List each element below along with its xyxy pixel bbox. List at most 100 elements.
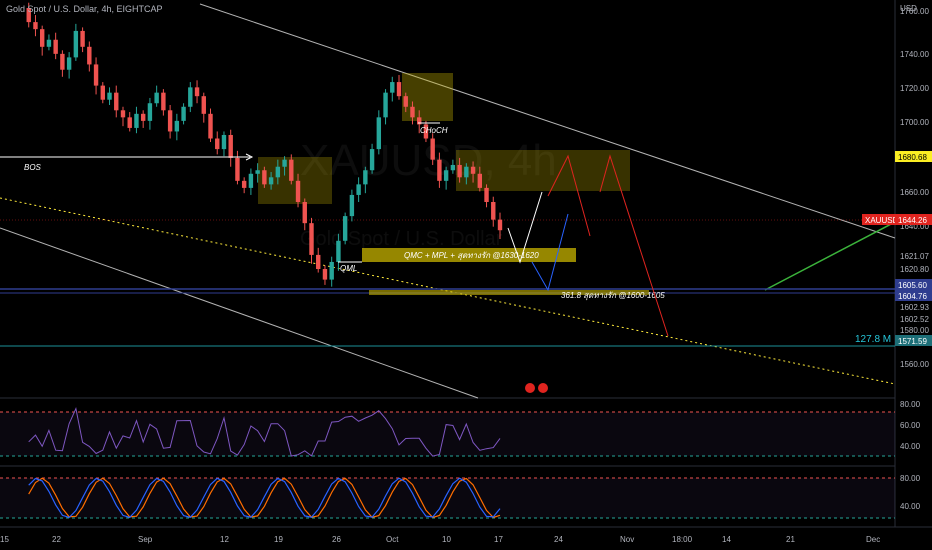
candle <box>417 117 422 125</box>
price-tick-label: 1660.00 <box>900 188 929 197</box>
time-tick-label: Sep <box>138 535 153 544</box>
candle <box>410 106 415 118</box>
candle <box>275 166 281 178</box>
zone-fib <box>369 290 649 295</box>
candle <box>457 164 462 178</box>
tag-xau-name-bg <box>862 214 895 225</box>
candle <box>403 96 408 107</box>
volume-label: 127.8 M <box>855 334 891 345</box>
candle <box>268 177 274 185</box>
candle <box>147 103 153 121</box>
candle <box>53 39 58 54</box>
candle <box>491 202 496 220</box>
candle <box>390 82 395 93</box>
candle <box>369 149 375 171</box>
candle <box>221 134 227 150</box>
trendline-lower <box>0 227 479 399</box>
time-tick-label: 26 <box>332 535 341 544</box>
candle <box>127 117 132 128</box>
candle <box>470 166 476 174</box>
fib-label: 361.8 สุดทางรัก @1600-1605 <box>561 291 665 301</box>
candle <box>248 173 254 188</box>
candle <box>161 92 166 111</box>
symbol-title[interactable]: Gold Spot / U.S. Dollar, 4h, EIGHTCAP <box>6 4 163 14</box>
rsi-tick-label: 60.00 <box>900 421 921 430</box>
zone-top <box>402 73 453 121</box>
candle <box>396 82 402 97</box>
price-tick-label: 1620.80 <box>900 265 929 274</box>
scenario-white-path <box>507 191 543 264</box>
candle <box>93 64 99 86</box>
time-tick-label: 17 <box>494 535 503 544</box>
candle <box>423 124 429 139</box>
candle <box>188 87 193 107</box>
scenario-red-path-1 <box>547 154 591 237</box>
candle <box>140 113 146 121</box>
candle <box>215 138 220 150</box>
rsi-tick-label: 40.00 <box>900 442 921 451</box>
candle <box>154 92 159 104</box>
price-tick-label: 1602.93 <box>900 303 929 312</box>
candle <box>484 187 489 202</box>
time-tick-label: 14 <box>722 535 731 544</box>
candle <box>100 85 105 100</box>
rsi-tick-label: 80.00 <box>900 400 921 409</box>
candle <box>80 30 85 47</box>
time-tick-label: 24 <box>554 535 563 544</box>
price-tick-label: 1621.07 <box>900 252 929 261</box>
candle <box>235 157 240 181</box>
tag-xau-price: 1644.26 <box>898 216 927 225</box>
scenario-red-path-2 <box>599 154 669 337</box>
candle <box>363 170 368 185</box>
rsi-line <box>28 406 501 457</box>
tag-1604-bg <box>895 290 932 301</box>
tag-1571-bg <box>895 335 932 346</box>
candle <box>194 87 200 97</box>
candle <box>443 170 449 181</box>
candle <box>450 164 456 171</box>
candle <box>437 159 442 181</box>
time-tick-label: 21 <box>786 535 795 544</box>
qml-label: QML <box>340 264 357 273</box>
time-tick-label: 15 <box>0 535 9 544</box>
rsi-band <box>0 412 895 456</box>
price-tick-label: 1602.52 <box>900 315 929 324</box>
candle <box>46 39 52 47</box>
zone-supply <box>456 150 630 191</box>
time-tick-label: 12 <box>220 535 229 544</box>
price-tick-label: 1740.00 <box>900 50 929 59</box>
candle <box>255 170 260 174</box>
tag-1571: 1571.59 <box>898 337 927 346</box>
candle <box>66 57 72 70</box>
candle <box>383 92 388 118</box>
candle <box>60 53 65 70</box>
tag-xau-price-bg <box>895 214 932 225</box>
bos-arrowhead <box>245 153 254 161</box>
candle <box>201 96 206 114</box>
time-tick-label: Dec <box>866 535 880 544</box>
candle <box>87 46 92 65</box>
qmc-label: QMC + MPL + สุดทางรัก @1630-1620 <box>404 251 539 261</box>
stoch-tick-label: 80.00 <box>900 474 921 483</box>
time-tick-label: 19 <box>274 535 283 544</box>
candle <box>228 134 233 158</box>
candle <box>302 202 307 224</box>
watermark-symbol: XAUUSD, 4h <box>300 136 557 185</box>
candle <box>376 117 382 150</box>
time-tick-label: 22 <box>52 535 61 544</box>
tag-1604: 1604.76 <box>898 292 927 301</box>
candle <box>208 113 213 139</box>
candle <box>120 110 126 118</box>
price-tick-label: 1760.00 <box>900 7 929 16</box>
candle <box>289 159 294 181</box>
flag-icon <box>525 383 535 393</box>
candle <box>309 223 314 255</box>
candle <box>295 180 301 202</box>
time-tick-label: Nov <box>620 535 634 544</box>
candle <box>167 110 173 132</box>
price-tick-label: 1720.00 <box>900 84 929 93</box>
price-tick-label: 1700.00 <box>900 118 929 127</box>
time-tick-label: 10 <box>442 535 451 544</box>
